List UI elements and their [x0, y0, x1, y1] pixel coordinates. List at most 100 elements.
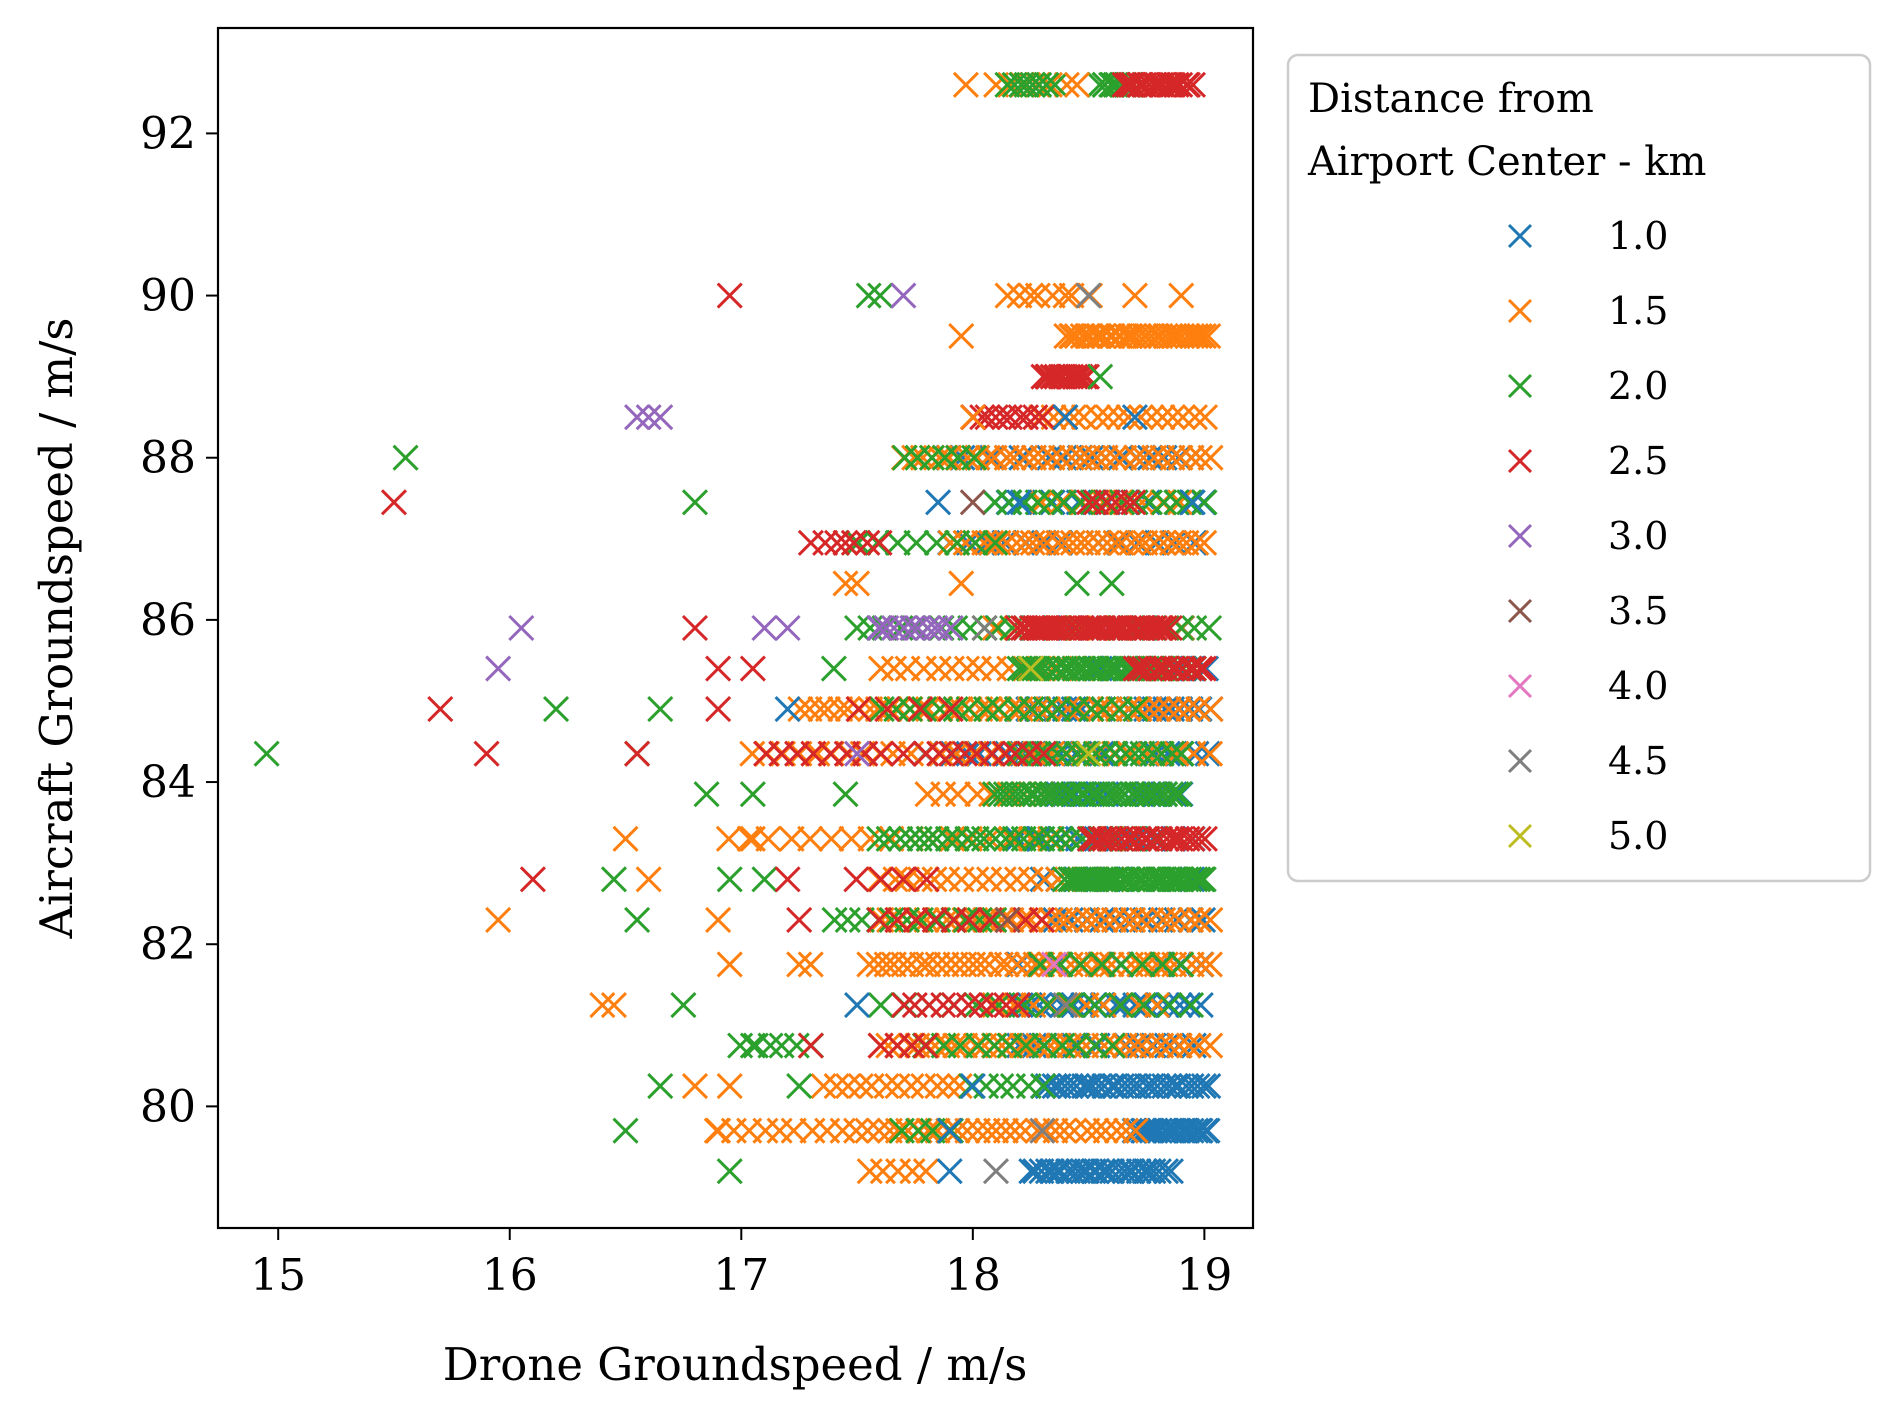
- data-point: [875, 825, 902, 852]
- data-point: [1090, 866, 1117, 893]
- data-point: [1096, 696, 1123, 723]
- data-point: [1184, 1073, 1211, 1100]
- data-point: [1197, 444, 1224, 471]
- y-axis: 80 82 84 86 88 90 92: [140, 108, 218, 1132]
- data-point: [948, 570, 975, 597]
- data-point: [894, 1117, 922, 1144]
- data-point: [716, 951, 743, 978]
- data-point: [1190, 1073, 1217, 1100]
- data-point: [715, 825, 742, 852]
- data-point: [1190, 866, 1217, 893]
- data-point: [876, 696, 903, 723]
- data-point: [1175, 991, 1202, 1019]
- data-point: [1177, 991, 1205, 1019]
- legend-label: 5.0: [1608, 814, 1668, 858]
- data-point: [716, 866, 743, 893]
- legend-title-line-2: Airport Center - km: [1307, 139, 1706, 185]
- data-point: [898, 1073, 925, 1100]
- data-point: [966, 740, 993, 767]
- data-point: [774, 614, 801, 642]
- data-point: [786, 951, 813, 978]
- data-point: [612, 1117, 639, 1144]
- data-point: [1190, 323, 1217, 350]
- data-point: [1079, 489, 1106, 516]
- data-point: [542, 696, 570, 723]
- data-point: [1032, 866, 1059, 893]
- data-point: [647, 404, 674, 431]
- data-point: [991, 529, 1018, 556]
- data-point: [635, 866, 662, 893]
- data-point: [427, 696, 454, 723]
- data-point: [1115, 696, 1142, 723]
- data-point: [519, 866, 546, 893]
- data-point: [253, 740, 280, 767]
- data-point: [1120, 906, 1147, 933]
- data-point: [1011, 991, 1038, 1019]
- data-point: [804, 740, 831, 767]
- data-point: [820, 655, 847, 682]
- data-point: [832, 781, 859, 808]
- data-point: [1029, 1117, 1056, 1144]
- data-point: [1138, 1032, 1165, 1059]
- data-point: [1092, 444, 1119, 471]
- x-tick-label: 16: [482, 1250, 538, 1301]
- data-point: [1106, 529, 1133, 556]
- data-point: [814, 696, 842, 723]
- data-point: [786, 906, 813, 933]
- data-point: [1149, 655, 1176, 682]
- data-point: [1181, 404, 1208, 431]
- data-point: [963, 825, 990, 852]
- legend: Distance from Airport Center - km 1.0 1.5…: [1286, 53, 1872, 883]
- data-point: [1042, 1117, 1069, 1144]
- legend-marker: [1507, 673, 1533, 699]
- data-point: [890, 866, 917, 893]
- data-point: [1138, 614, 1165, 642]
- data-point: [1157, 1158, 1184, 1185]
- data-point: [930, 991, 957, 1019]
- data-point: [952, 529, 979, 556]
- data-point: [982, 825, 1009, 852]
- data-point: [944, 781, 971, 808]
- data-point: [1047, 444, 1075, 471]
- data-point: [647, 696, 674, 723]
- data-point: [1100, 906, 1127, 933]
- data-point: [979, 740, 1006, 767]
- data-point: [948, 323, 975, 350]
- data-point: [952, 1032, 979, 1059]
- plot-frame: [216, 26, 1255, 1230]
- data-point: [797, 825, 824, 852]
- data-point: [843, 1117, 870, 1144]
- data-point: [600, 866, 628, 893]
- data-point: [1062, 363, 1089, 390]
- data-point: [485, 906, 512, 933]
- data-point: [838, 825, 865, 852]
- data-point: [868, 740, 895, 767]
- data-point: [1145, 1158, 1172, 1185]
- data-point: [891, 614, 918, 642]
- data-point: [1063, 570, 1091, 597]
- data-point: [1126, 696, 1153, 723]
- data-point: [1163, 781, 1190, 808]
- data-point: [1010, 825, 1037, 852]
- data-marks: [253, 71, 1224, 1185]
- data-point: [1060, 991, 1087, 1019]
- data-point: [1028, 906, 1056, 933]
- legend-marker: [1507, 523, 1533, 549]
- data-point: [1188, 951, 1215, 978]
- data-point: [1087, 781, 1115, 808]
- data-point: [878, 825, 905, 852]
- data-point: [968, 991, 995, 1019]
- data-point: [1075, 529, 1102, 556]
- data-point: [1053, 71, 1080, 98]
- data-point: [1155, 696, 1182, 723]
- data-point: [1145, 696, 1172, 723]
- data-point: [1183, 529, 1210, 556]
- data-point: [890, 991, 918, 1019]
- data-point: [935, 696, 962, 723]
- data-point: [902, 906, 929, 933]
- data-point: [1166, 781, 1193, 808]
- data-point: [716, 1073, 743, 1100]
- data-point: [1025, 740, 1052, 767]
- data-point: [890, 951, 917, 978]
- data-point: [1049, 614, 1076, 642]
